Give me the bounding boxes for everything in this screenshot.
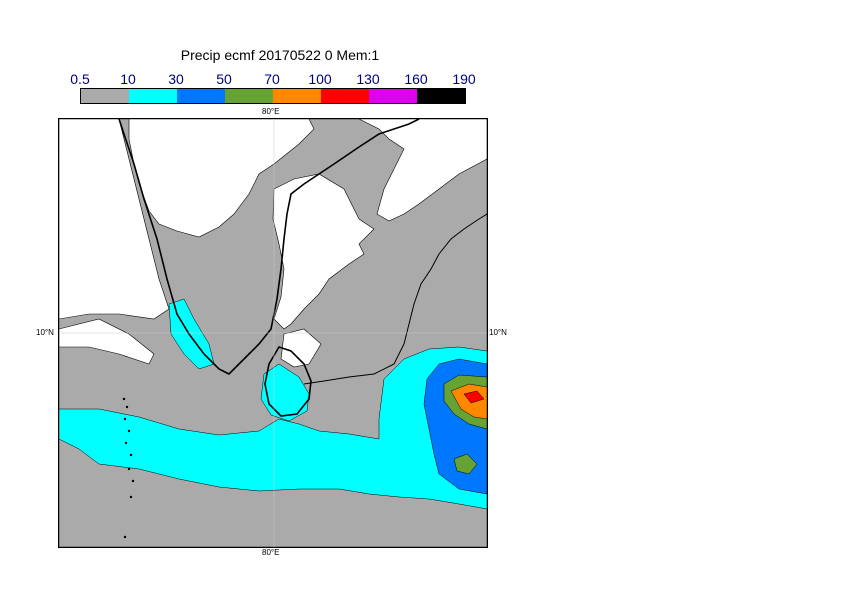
lat-label-left: 10°N bbox=[36, 328, 54, 337]
legend-label: 0.5 bbox=[70, 71, 90, 87]
legend-swatch bbox=[81, 89, 129, 103]
legend-label: 70 bbox=[264, 71, 280, 87]
legend-swatch bbox=[177, 89, 225, 103]
admin-boundary bbox=[303, 213, 487, 385]
legend-swatch bbox=[321, 89, 369, 103]
legend-label: 10 bbox=[120, 71, 136, 87]
precip-map bbox=[58, 118, 488, 548]
legend-label: 30 bbox=[168, 71, 184, 87]
dry-area-north-east bbox=[272, 173, 375, 330]
legend-swatch bbox=[225, 89, 273, 103]
coastline-sri-lanka bbox=[264, 346, 312, 417]
legend-label: 100 bbox=[308, 71, 332, 87]
precip-10-30-band bbox=[59, 346, 487, 510]
legend-swatch bbox=[273, 89, 321, 103]
dry-area-bay bbox=[358, 119, 487, 222]
map-title: Precip ecmf 20170522 0 Mem:1 bbox=[180, 47, 380, 63]
map-svg bbox=[59, 119, 487, 547]
legend-label: 160 bbox=[404, 71, 428, 87]
coastline-india bbox=[118, 119, 420, 375]
legend-labels: 0.5 10 30 50 70 100 130 160 190 bbox=[70, 71, 475, 87]
lon-label-top: 80°E bbox=[262, 107, 280, 116]
precip-legend: 0.5 10 30 50 70 100 130 160 190 bbox=[70, 71, 476, 104]
dry-area-west-coast bbox=[59, 318, 155, 365]
legend-swatch bbox=[129, 89, 177, 103]
lat-label-right: 10°N bbox=[489, 328, 507, 337]
precip-100-130-east bbox=[463, 390, 485, 404]
legend-swatch bbox=[369, 89, 417, 103]
legend-swatch bbox=[417, 89, 465, 103]
legend-label: 130 bbox=[356, 71, 380, 87]
legend-color-bar bbox=[80, 88, 466, 104]
precip-50-70-east-south bbox=[453, 453, 478, 475]
lon-label-bottom: 80°E bbox=[262, 548, 280, 557]
dry-area-sri-lanka-north bbox=[280, 328, 322, 368]
maldives-islands bbox=[122, 397, 135, 539]
legend-label: 190 bbox=[452, 71, 476, 87]
precip-10-30-srilanka bbox=[260, 363, 310, 422]
dry-area-west bbox=[59, 119, 170, 320]
legend-label: 50 bbox=[216, 71, 232, 87]
